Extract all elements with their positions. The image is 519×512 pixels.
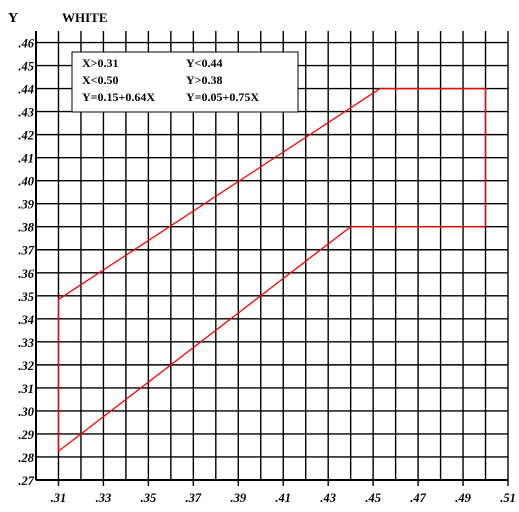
x-tick-label: .33: [96, 491, 112, 505]
y-tick-label: .46: [18, 37, 34, 51]
series-layer: [57, 87, 487, 453]
boundary-vertex: [349, 225, 352, 228]
y-tick-label: .40: [18, 175, 34, 189]
x-tick-label: .41: [275, 491, 291, 505]
y-tick-label: .42: [18, 129, 34, 143]
y-tick-label: .37: [18, 244, 34, 258]
annotation-background: [71, 51, 299, 113]
x-tick-label: .37: [186, 491, 202, 505]
y-tick-label: .27: [18, 474, 34, 488]
x-tick-label: .31: [51, 491, 67, 505]
x-tick-label: .43: [320, 491, 336, 505]
x-tick-label: .39: [230, 491, 246, 505]
annotation-y-lt: Y<0.44: [186, 56, 223, 70]
y-tick-label: .35: [18, 290, 34, 304]
y-tick-label: .32: [18, 359, 34, 373]
x-tick-label: .45: [365, 491, 381, 505]
y-tick-label: .44: [18, 83, 34, 97]
x-tick-label: .35: [141, 491, 157, 505]
boundary-vertex: [379, 87, 381, 90]
y-tick-label: .43: [18, 106, 34, 120]
x-tick-label: .47: [410, 491, 426, 505]
boundary-vertex: [57, 298, 60, 301]
y-tick-label: .45: [18, 60, 34, 74]
y-tick-label: .36: [18, 267, 34, 281]
annotation-x-gt: X>0.31: [82, 56, 119, 70]
y-tick-label: .41: [18, 152, 34, 166]
y-tick-label: .38: [18, 221, 34, 235]
chart-title: WHITE: [62, 10, 108, 25]
x-tick-label: .49: [455, 491, 471, 505]
y-tick-label: .28: [18, 451, 34, 465]
y-tick-label: .29: [18, 428, 34, 442]
boundary-vertex: [57, 450, 60, 453]
annotation-lower-line: Y=0.05+0.75X: [186, 90, 259, 104]
boundary-vertex: [484, 225, 487, 228]
boundary-vertex: [484, 87, 487, 90]
y-tick-label: .34: [18, 313, 34, 327]
x-tick-label: .51: [500, 491, 516, 505]
y-tick-label: .39: [18, 198, 34, 212]
boundary-line: [57, 87, 487, 453]
y-tick-label: .30: [18, 405, 34, 419]
y-tick-label: .33: [18, 336, 34, 350]
y-axis-title: Y: [8, 11, 18, 26]
y-tick-label: .31: [18, 382, 34, 396]
annotation-upper-line: Y=0.15+0.64X: [82, 90, 155, 104]
annotation-y-gt: Y>0.38: [186, 73, 223, 87]
y-tick-labels: .27 .28 .29 .30 .31 .32 .33 .34 .35 .36 .37 .38 .39.…: [18, 37, 34, 488]
x-tick-labels: .31 .33 .35 .37 .39 .41 .43 .45 .47 .49 .51: [51, 480, 516, 505]
annotation-x-lt: X<0.50: [82, 73, 119, 87]
annotation-box: X>0.31 X<0.50 Y=0.15+0.64X Y<0.44 Y>0.38…: [71, 51, 299, 113]
